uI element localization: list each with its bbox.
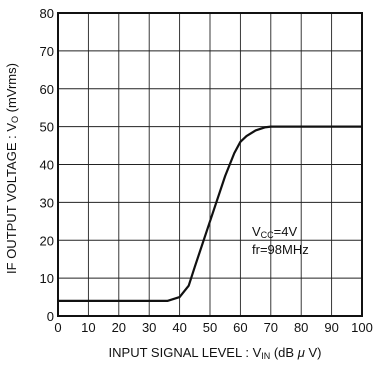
x-tick-label-100: 100 (351, 320, 373, 335)
x-axis-label: INPUT SIGNAL LEVEL : VIN (dB μ V) (109, 345, 322, 361)
x-tick-label-20: 20 (112, 320, 126, 335)
y-axis-ticks: 0 10 20 30 40 50 60 70 80 (40, 6, 54, 324)
annotation-frequency: fr=98MHz (252, 242, 309, 257)
y-tick-label-60: 60 (40, 82, 54, 97)
grid-lines (58, 13, 362, 316)
x-tick-label-10: 10 (81, 320, 95, 335)
y-tick-label-40: 40 (40, 158, 54, 173)
y-tick-label-50: 50 (40, 120, 54, 135)
x-tick-label-50: 50 (203, 320, 217, 335)
y-tick-label-10: 10 (40, 271, 54, 286)
y-tick-label-20: 20 (40, 233, 54, 248)
x-tick-label-30: 30 (142, 320, 156, 335)
x-tick-label-0: 0 (54, 320, 61, 335)
y-tick-label-0: 0 (47, 309, 54, 324)
x-tick-label-40: 40 (172, 320, 186, 335)
x-tick-label-60: 60 (233, 320, 247, 335)
y-tick-label-70: 70 (40, 44, 54, 59)
y-tick-label-30: 30 (40, 195, 54, 210)
x-axis-ticks: 0 10 20 30 40 50 60 70 80 90 100 (54, 320, 372, 335)
x-tick-label-80: 80 (294, 320, 308, 335)
x-tick-label-90: 90 (324, 320, 338, 335)
x-tick-label-70: 70 (264, 320, 278, 335)
y-axis-label: IF OUTPUT VOLTAGE : VO (mVrms) (4, 63, 20, 274)
annotation-vcc: VCC=4V (252, 224, 297, 240)
y-tick-label-80: 80 (40, 6, 54, 21)
